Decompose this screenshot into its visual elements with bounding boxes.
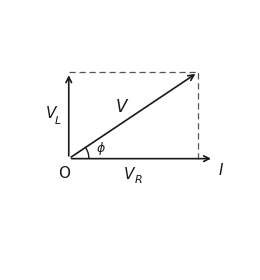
Text: V: V — [115, 98, 127, 116]
Text: ϕ: ϕ — [96, 142, 105, 155]
Text: O: O — [58, 166, 70, 181]
Text: I: I — [219, 163, 223, 178]
Text: V: V — [124, 167, 134, 182]
Text: R: R — [134, 175, 142, 185]
Text: L: L — [55, 116, 61, 126]
Text: V: V — [46, 106, 56, 121]
